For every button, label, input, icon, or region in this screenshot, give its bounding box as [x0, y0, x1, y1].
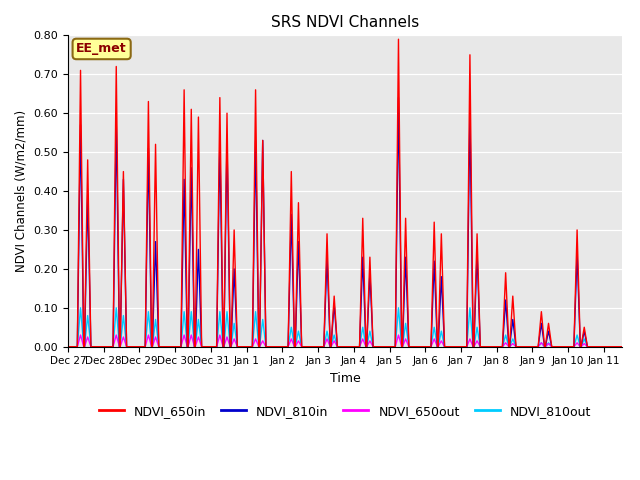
Title: SRS NDVI Channels: SRS NDVI Channels	[271, 15, 419, 30]
X-axis label: Time: Time	[330, 372, 360, 385]
Legend: NDVI_650in, NDVI_810in, NDVI_650out, NDVI_810out: NDVI_650in, NDVI_810in, NDVI_650out, NDV…	[93, 400, 596, 423]
Text: EE_met: EE_met	[76, 42, 127, 56]
Y-axis label: NDVI Channels (W/m2/mm): NDVI Channels (W/m2/mm)	[15, 110, 28, 272]
